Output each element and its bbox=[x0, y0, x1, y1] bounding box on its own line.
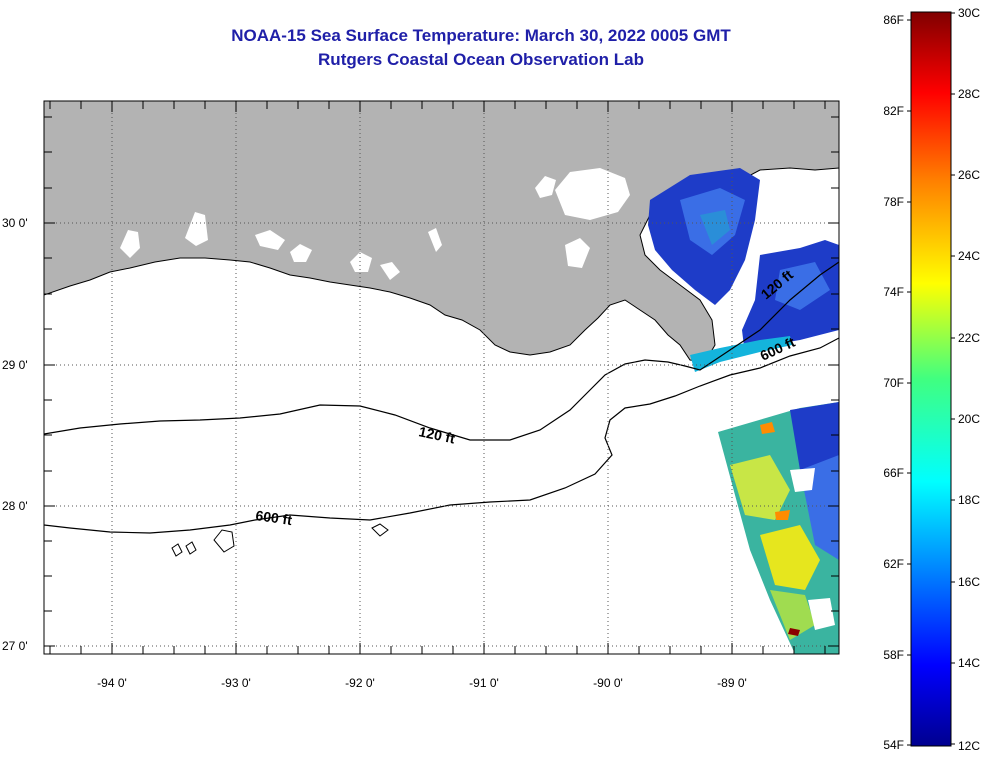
colorbar-c-label: 24C bbox=[958, 249, 980, 263]
colorbar-c-label: 18C bbox=[958, 493, 980, 507]
contour-120ft-shelf bbox=[44, 261, 839, 441]
colorbar-f-label: 86F bbox=[883, 13, 904, 27]
colorbar-f-label: 66F bbox=[883, 466, 904, 480]
lake bbox=[185, 212, 208, 246]
map-title: NOAA-15 Sea Surface Temperature: March 3… bbox=[231, 26, 731, 45]
map-border bbox=[43, 100, 840, 655]
lon-label: -90 0' bbox=[593, 676, 623, 690]
map-subtitle: Rutgers Coastal Ocean Observation Lab bbox=[318, 50, 644, 69]
colorbar-c-label: 22C bbox=[958, 331, 980, 345]
lon-label: -94 0' bbox=[97, 676, 127, 690]
lat-label: 29 0' bbox=[2, 358, 28, 372]
contour-label-120ft: 120 ft bbox=[417, 423, 456, 446]
sst-swath-south bbox=[718, 402, 839, 654]
colorbar-c-label: 20C bbox=[958, 412, 980, 426]
colorbar-c-label: 16C bbox=[958, 575, 980, 589]
lake bbox=[555, 168, 630, 220]
lake bbox=[350, 252, 372, 272]
colorbar-ticks bbox=[907, 12, 955, 746]
colorbar-c-label: 14C bbox=[958, 656, 980, 670]
shoal-contour bbox=[371, 523, 389, 537]
lon-label: -93 0' bbox=[221, 676, 251, 690]
frame-ticks bbox=[44, 101, 839, 654]
contour-600ft-shelf bbox=[44, 337, 839, 534]
lake bbox=[428, 228, 442, 252]
colorbar-f-label: 62F bbox=[883, 557, 904, 571]
lon-label: -91 0' bbox=[469, 676, 499, 690]
lake bbox=[380, 262, 400, 280]
colorbar-c-label: 12C bbox=[958, 739, 980, 753]
colorbar-f-label: 82F bbox=[883, 104, 904, 118]
colorbar bbox=[910, 11, 952, 747]
colorbar-c-label: 26C bbox=[958, 168, 980, 182]
colorbar-f-label: 74F bbox=[883, 285, 904, 299]
colorbar-f-label: 70F bbox=[883, 376, 904, 390]
colorbar-c-label: 28C bbox=[958, 87, 980, 101]
contour-label-600ft: 600 ft bbox=[255, 507, 294, 528]
colorbar-f-label: 58F bbox=[883, 648, 904, 662]
colorbar-c-label: 30C bbox=[958, 6, 980, 20]
lon-label: -89 0' bbox=[717, 676, 747, 690]
lake bbox=[120, 230, 140, 258]
shoal-contour bbox=[213, 529, 235, 553]
lake bbox=[535, 176, 556, 198]
colorbar-f-label: 78F bbox=[883, 195, 904, 209]
graticule bbox=[44, 101, 839, 654]
lake bbox=[255, 230, 285, 250]
sst-swath-north bbox=[648, 168, 839, 372]
lake bbox=[290, 244, 312, 262]
lake bbox=[565, 238, 590, 268]
lat-label: 27 0' bbox=[2, 639, 28, 653]
colorbar-f-label: 54F bbox=[883, 738, 904, 752]
lon-label: -92 0' bbox=[345, 676, 375, 690]
shoal-contour bbox=[185, 541, 197, 555]
lat-label: 30 0' bbox=[2, 216, 28, 230]
shoal-contour bbox=[171, 543, 183, 557]
lat-label: 28 0' bbox=[2, 499, 28, 513]
